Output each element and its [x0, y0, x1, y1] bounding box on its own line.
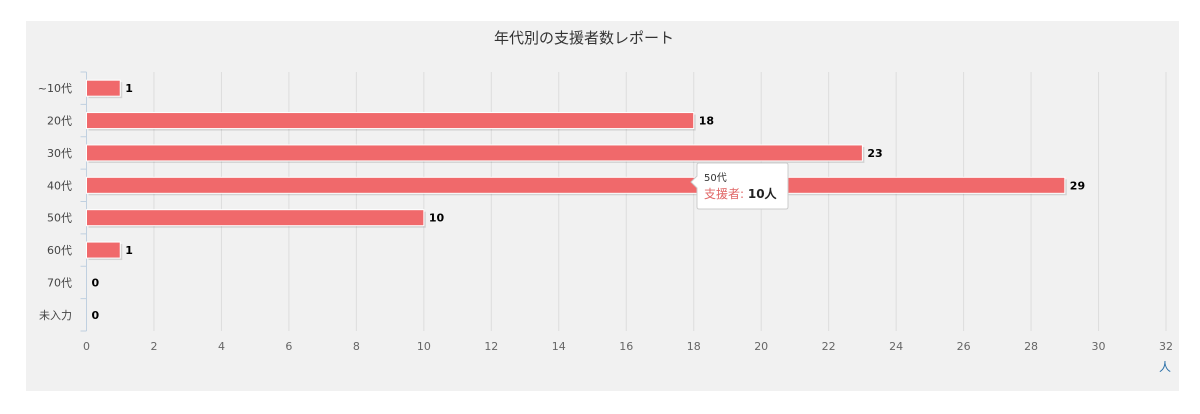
data-label: 18 — [699, 115, 714, 128]
x-tick-label: 8 — [353, 340, 360, 353]
category-label: 60代 — [47, 244, 72, 257]
x-tick-label: 6 — [285, 340, 292, 353]
bar — [86, 241, 121, 259]
tooltip: 50代 支援者: 10人 — [690, 162, 789, 210]
x-tick-label: 28 — [1024, 340, 1038, 353]
tooltip-category: 50代 — [704, 172, 727, 184]
data-label: 10 — [429, 212, 445, 225]
bar — [86, 79, 121, 97]
x-tick-label: 22 — [822, 340, 836, 353]
category-label: 50代 — [47, 212, 72, 225]
x-tick-label: 26 — [957, 340, 971, 353]
tooltip-series-label: 支援者: — [704, 187, 748, 201]
x-tick-label: 20 — [754, 340, 768, 353]
category-label: ~10代 — [38, 82, 72, 95]
bar — [86, 112, 695, 130]
tooltip-line: 支援者: 10人 — [704, 186, 778, 201]
data-label: 1 — [125, 244, 133, 257]
category-label: 30代 — [47, 147, 72, 160]
x-tick-label: 10 — [417, 340, 431, 353]
data-label: 1 — [125, 82, 133, 95]
category-label: 70代 — [47, 276, 72, 289]
data-label: 29 — [1070, 179, 1085, 192]
category-label: 40代 — [47, 179, 72, 192]
bar — [86, 209, 425, 227]
category-label: 未入力 — [39, 309, 72, 322]
chart-background — [26, 21, 1179, 391]
x-tick-label: 14 — [552, 340, 566, 353]
x-tick-label: 32 — [1159, 340, 1173, 353]
labels: ~10代 1 20代 18 30代 23 40代 29 50代 10 60代 1 70代 0 未入力 0 — [38, 82, 1085, 322]
x-tick-label: 2 — [150, 340, 157, 353]
x-tick-label: 4 — [218, 340, 225, 353]
x-tick-label: 18 — [687, 340, 701, 353]
data-label: 23 — [867, 147, 882, 160]
x-tick-label: 24 — [889, 340, 903, 353]
chart-title: 年代別の支援者数レポート — [494, 29, 674, 47]
tooltip-box — [690, 162, 789, 210]
tooltip-value: 10人 — [748, 186, 778, 201]
category-label: 20代 — [47, 115, 72, 128]
x-tick-label: 30 — [1092, 340, 1106, 353]
bar — [86, 144, 863, 162]
x-axis-unit: 人 — [1159, 360, 1171, 374]
data-label: 0 — [92, 309, 100, 322]
grid-lines — [153, 72, 1167, 331]
x-tick-label: 12 — [484, 340, 498, 353]
x-tick-label: 16 — [619, 340, 633, 353]
data-label: 0 — [92, 276, 100, 289]
x-tick-label: 0 — [83, 340, 90, 353]
bar — [86, 176, 1066, 194]
bars — [86, 79, 1067, 261]
